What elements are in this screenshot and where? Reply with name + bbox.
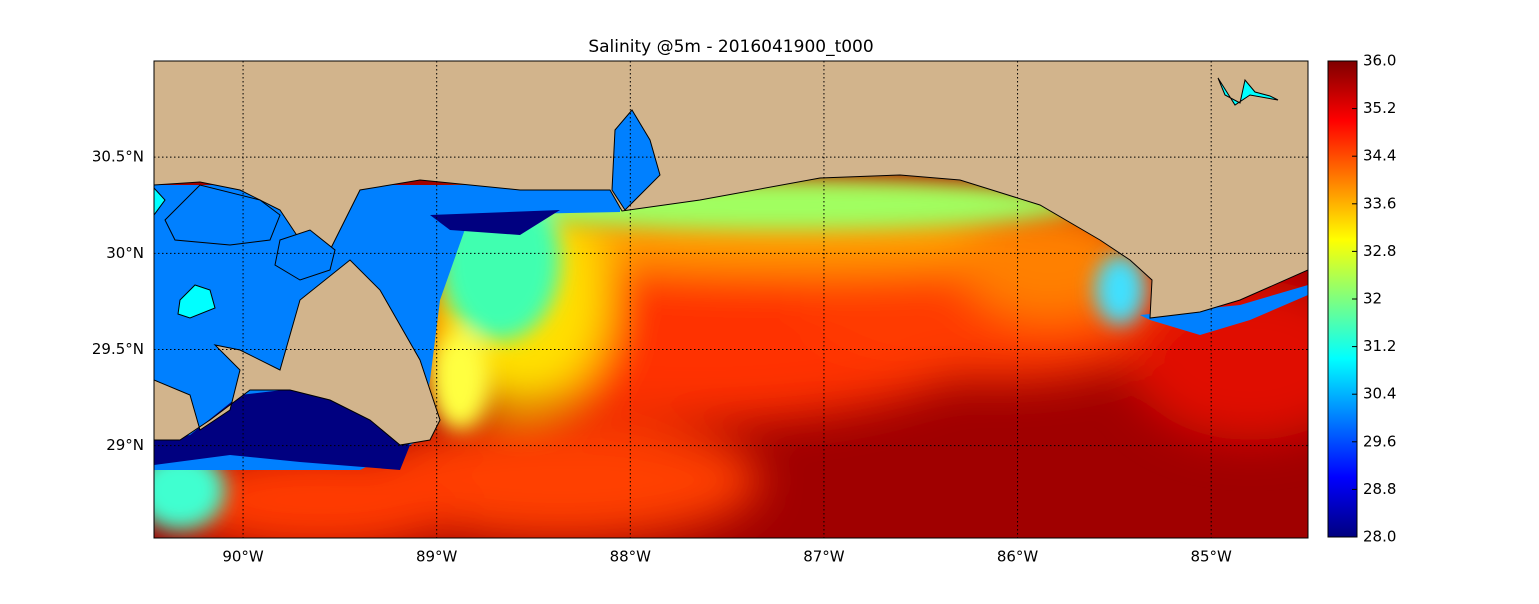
- x-tick-label: 86°W: [997, 548, 1039, 566]
- colorbar-tick-label: 34.4: [1363, 147, 1396, 165]
- colorbar-tick-label: 28.0: [1363, 528, 1396, 546]
- x-tick-label: 90°W: [222, 548, 264, 566]
- salinity-field: [154, 61, 1308, 538]
- map-frame: [153, 60, 1309, 539]
- colorbar-tick-label: 28.8: [1363, 480, 1396, 498]
- x-tick-label: 89°W: [416, 548, 458, 566]
- x-tick-label: 88°W: [610, 548, 652, 566]
- colorbar-tick-label: 30.4: [1363, 385, 1396, 403]
- y-tick-label: 30.5°N: [92, 148, 144, 166]
- colorbar-tick-label: 33.6: [1363, 194, 1396, 212]
- x-tick-label: 87°W: [803, 548, 845, 566]
- colorbar-tick-label: 36.0: [1363, 52, 1396, 70]
- graticule: [154, 61, 1308, 538]
- colorbar-tick-label: 32: [1363, 290, 1382, 308]
- map-title: Salinity @5m - 2016041900_t000: [588, 37, 873, 57]
- colorbar-tick-label: 32.8: [1363, 242, 1396, 260]
- colorbar-tick-label: 31.2: [1363, 337, 1396, 355]
- y-tick-label: 29°N: [106, 436, 144, 454]
- colorbar-tick-label: 35.2: [1363, 99, 1396, 117]
- y-tick-label: 29.5°N: [92, 340, 144, 358]
- x-tick-label: 85°W: [1190, 548, 1232, 566]
- colorbar-tick-label: 29.6: [1363, 432, 1396, 450]
- y-tick-label: 30°N: [106, 244, 144, 262]
